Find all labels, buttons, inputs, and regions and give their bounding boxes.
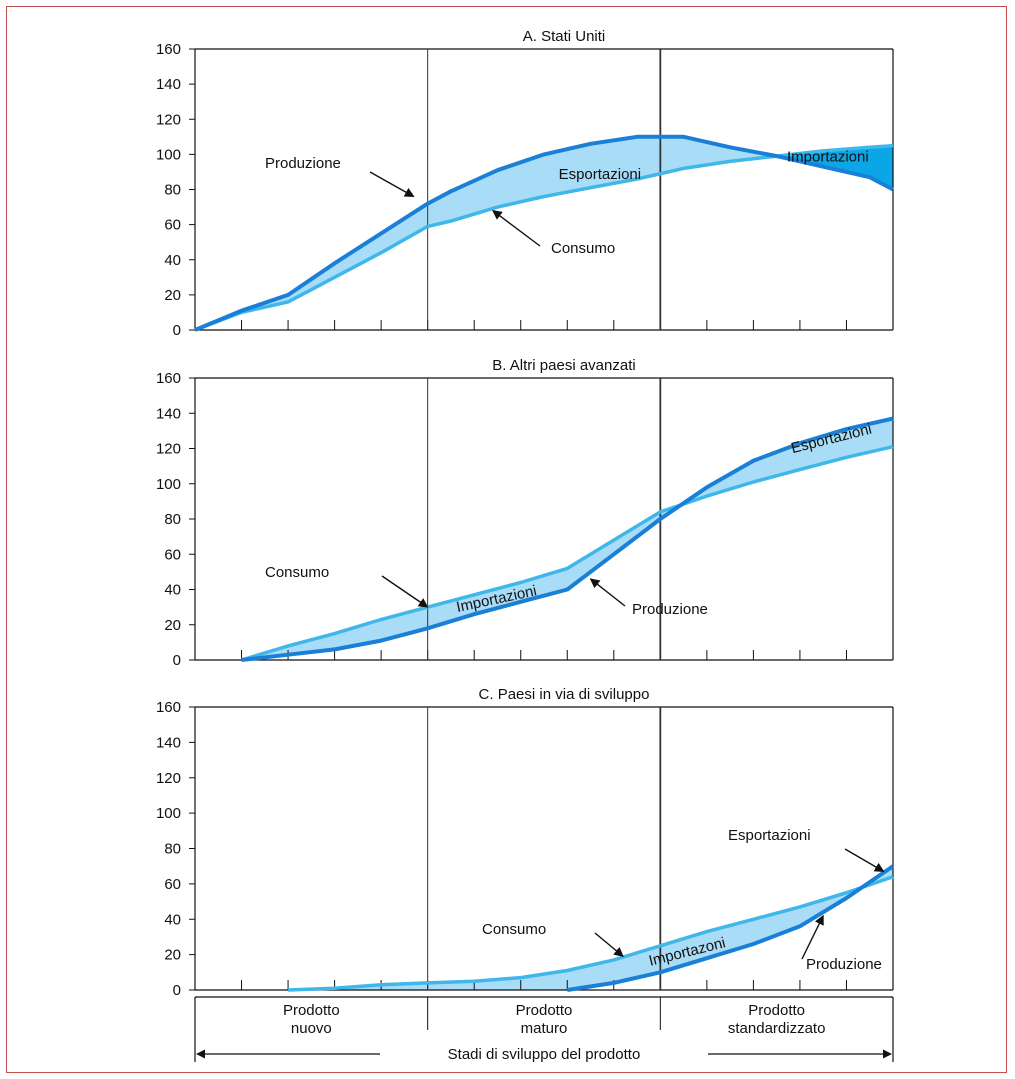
stage-label-standard-line2: standardizzato [728, 1020, 826, 1037]
annotation-label: Produzione [806, 956, 882, 973]
stage-axis: Prodotto nuovo Prodotto maturo Prodotto … [194, 996, 894, 1063]
panel-title: A. Stati Uniti [523, 28, 606, 45]
y-tick-label: 0 [173, 322, 181, 339]
y-tick-label: 40 [164, 911, 181, 928]
y-tick-label: 100 [156, 805, 181, 822]
y-tick-label: 120 [156, 770, 181, 787]
y-tick-label: 80 [164, 182, 181, 199]
panel-title: B. Altri paesi avanzati [492, 357, 635, 374]
series-consumo [194, 143, 894, 332]
annotation-label: Consumo [482, 921, 546, 938]
y-tick-label: 60 [164, 217, 181, 234]
y-tick-label: 20 [164, 947, 181, 964]
y-tick-label: 0 [173, 982, 181, 999]
y-tick-label: 160 [156, 699, 181, 716]
region-label: Importazioni [787, 148, 869, 165]
panel-b: 0 20 40 60 80 100 120 140 160 B. Altri paesi avan… [156, 357, 894, 669]
series-consumo [240, 444, 894, 662]
region-label: Esportazioni [559, 166, 642, 183]
y-tick-label: 160 [156, 41, 181, 58]
series-consumo [288, 875, 894, 992]
series-produzione [241, 416, 894, 662]
annotation-arrow [594, 932, 624, 958]
series-produzione [566, 864, 895, 992]
y-tick-label: 0 [173, 652, 181, 669]
y-tick-label: 80 [164, 841, 181, 858]
annotation-arrow [801, 914, 824, 960]
gap-area [288, 866, 894, 990]
y-tick-label: 60 [164, 546, 181, 563]
annotation-arrow [381, 575, 429, 608]
y-tick-label: 60 [164, 876, 181, 893]
y-tick-label: 140 [156, 405, 181, 422]
annotation-label: Esportazioni [728, 827, 811, 844]
y-tick-label: 20 [164, 617, 181, 634]
annotation-arrow [589, 578, 626, 607]
annotation-label: Consumo [265, 564, 329, 581]
annotation-label: Consumo [551, 240, 615, 257]
annotation-arrow [369, 171, 415, 198]
y-tick-label: 140 [156, 76, 181, 93]
stage-axis-caption: Stadi di sviluppo del prodotto [448, 1046, 641, 1063]
y-tick-label: 40 [164, 582, 181, 599]
annotation-label: Produzione [632, 601, 708, 618]
y-tick-label: 100 [156, 146, 181, 163]
panel-title: C. Paesi in via di sviluppo [479, 686, 650, 703]
y-tick-label: 120 [156, 441, 181, 458]
y-tick-label: 20 [164, 287, 181, 304]
imports-area [781, 145, 893, 190]
stage-label-new-line1: Prodotto [283, 1002, 340, 1019]
series-produzione [194, 134, 894, 332]
y-tick-label: 80 [164, 511, 181, 528]
stage-label-standard-line1: Prodotto [748, 1002, 805, 1019]
stage-label-mature-line2: maturo [521, 1020, 568, 1037]
annotation-label: Produzione [265, 155, 341, 172]
figure-frame [6, 6, 1007, 1073]
gap-area [241, 418, 893, 660]
annotation-arrow [844, 848, 885, 873]
y-tick-label: 100 [156, 476, 181, 493]
y-tick-label: 160 [156, 370, 181, 387]
panel-c: 0 20 40 60 80 100 120 140 160 C. Paesi in via di … [156, 686, 895, 999]
y-tick-label: 40 [164, 252, 181, 269]
stage-label-new-line2: nuovo [291, 1020, 332, 1037]
y-tick-label: 120 [156, 111, 181, 128]
y-tick-label: 140 [156, 734, 181, 751]
stage-label-mature-line1: Prodotto [516, 1002, 573, 1019]
annotation-arrow [492, 209, 541, 247]
panel-a: 0 20 40 60 80 100 120 140 160 A. Stati Uniti Produ… [156, 28, 894, 339]
